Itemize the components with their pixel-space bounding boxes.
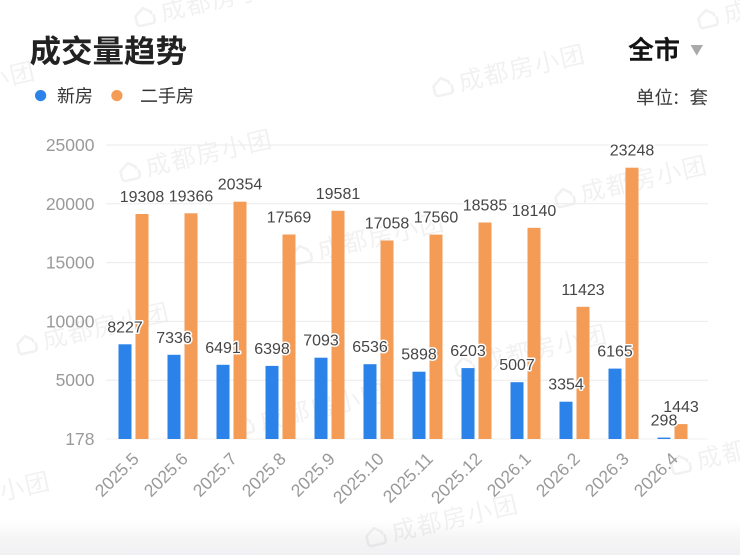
svg-text:15000: 15000: [46, 253, 95, 273]
svg-text:5007: 5007: [499, 357, 535, 374]
svg-text:25000: 25000: [46, 135, 95, 155]
svg-text:6536: 6536: [352, 339, 388, 356]
svg-text:6203: 6203: [450, 343, 486, 360]
svg-text:17560: 17560: [414, 210, 459, 227]
svg-text:20000: 20000: [46, 194, 95, 214]
svg-text:19366: 19366: [169, 188, 214, 205]
svg-text:19581: 19581: [316, 186, 361, 203]
svg-text:178: 178: [65, 429, 94, 449]
svg-text:6491: 6491: [205, 340, 241, 357]
svg-text:17058: 17058: [365, 216, 410, 233]
svg-text:5898: 5898: [401, 347, 437, 364]
svg-text:8227: 8227: [107, 319, 143, 336]
svg-text:298: 298: [651, 413, 678, 430]
svg-text:11423: 11423: [561, 282, 604, 299]
svg-text:3354: 3354: [548, 377, 584, 394]
svg-text:10000: 10000: [46, 311, 95, 331]
svg-text:7093: 7093: [303, 333, 339, 350]
svg-text:7336: 7336: [156, 330, 192, 347]
svg-text:19308: 19308: [120, 189, 165, 206]
svg-text:18140: 18140: [512, 203, 557, 220]
svg-text:17569: 17569: [267, 210, 312, 227]
svg-text:18585: 18585: [463, 198, 508, 215]
svg-text:6398: 6398: [254, 341, 290, 358]
svg-text:6165: 6165: [597, 344, 633, 361]
svg-text:5000: 5000: [56, 370, 95, 390]
svg-text:20354: 20354: [218, 177, 263, 194]
svg-text:1443: 1443: [663, 399, 699, 416]
svg-text:23248: 23248: [610, 143, 655, 160]
